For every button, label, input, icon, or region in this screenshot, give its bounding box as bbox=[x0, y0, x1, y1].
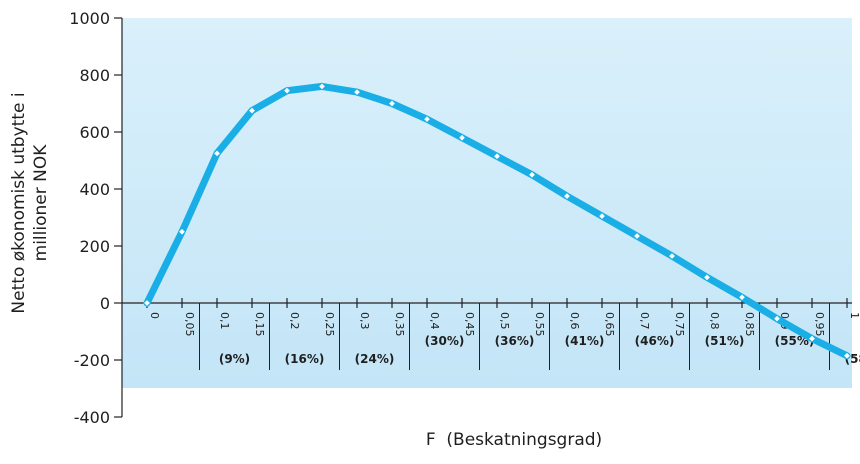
data-point bbox=[248, 106, 256, 115]
plot-area bbox=[122, 18, 852, 388]
markers bbox=[143, 82, 851, 360]
x-axis bbox=[122, 298, 852, 308]
data-point bbox=[178, 227, 186, 236]
y-axis-title: Netto økonomisk utbytte i millioner NOK bbox=[9, 92, 51, 313]
x-tick-label: 0,8 bbox=[708, 312, 721, 330]
y-tick-label: -200 bbox=[74, 351, 110, 370]
x-tick-label: 0,75 bbox=[673, 312, 686, 337]
x-tick-label: 0,45 bbox=[463, 312, 476, 337]
y-tick-label: -400 bbox=[74, 408, 110, 427]
data-point bbox=[668, 252, 676, 260]
x-tick-label: 0,25 bbox=[323, 312, 336, 337]
percent-label: (51%) bbox=[705, 334, 745, 348]
data-point bbox=[493, 152, 501, 161]
percent-label: (24%) bbox=[355, 352, 395, 366]
data-point bbox=[563, 192, 571, 201]
data-point bbox=[528, 170, 536, 179]
x-tick-label: 0,7 bbox=[638, 312, 651, 330]
x-tick-label: 0,2 bbox=[288, 312, 301, 330]
x-tick-label: 0,95 bbox=[813, 312, 826, 337]
data-point bbox=[143, 299, 151, 307]
x-tick-label: 0 bbox=[148, 312, 161, 319]
x-tick-label: 0,05 bbox=[183, 312, 196, 337]
data-point bbox=[773, 314, 781, 323]
data-point bbox=[458, 133, 466, 142]
data-point bbox=[843, 351, 851, 360]
data-point bbox=[353, 88, 361, 97]
data-point bbox=[598, 212, 606, 221]
x-tick-label: 0,6 bbox=[568, 312, 581, 330]
data-point bbox=[283, 86, 291, 95]
x-tick-label: 0,15 bbox=[253, 312, 266, 337]
percent-label: (46%) bbox=[635, 334, 675, 348]
y-tick-label: 600 bbox=[79, 123, 110, 142]
percent-label: (30%) bbox=[425, 334, 465, 348]
y-axis-title-line-2: millioner NOK bbox=[31, 144, 51, 262]
percent-label: (16%) bbox=[285, 352, 325, 366]
data-point bbox=[808, 334, 816, 343]
x-tick-label: 0,4 bbox=[428, 312, 441, 330]
x-tick-label: 0,1 bbox=[218, 312, 231, 330]
x-dividers bbox=[199, 303, 830, 370]
data-point bbox=[388, 99, 396, 108]
y-tick-label: 800 bbox=[79, 66, 110, 85]
data-point bbox=[213, 149, 221, 158]
percent-label: (41%) bbox=[565, 334, 605, 348]
data-point bbox=[633, 232, 641, 240]
category-labels: 0 0,05 0,1 0,15 0,2 0,25 0,3 0,35 0,4 0,45 0,5 0,55… bbox=[148, 312, 860, 337]
percent-label: (36%) bbox=[495, 334, 535, 348]
x-tick-label: 0,5 bbox=[498, 312, 511, 330]
x-axis-title: F (Beskatningsgrad) bbox=[426, 430, 602, 450]
y-tick-label: 0 bbox=[100, 294, 110, 313]
data-point bbox=[423, 115, 431, 124]
data-point bbox=[703, 273, 711, 282]
y-tick-label: 200 bbox=[79, 237, 110, 256]
x-tick-label: 0,35 bbox=[393, 312, 406, 337]
data-point bbox=[318, 82, 326, 91]
y-tick-label: 400 bbox=[79, 180, 110, 199]
data-point bbox=[738, 293, 746, 302]
y-tick-label: 1000 bbox=[69, 9, 110, 28]
y-axis-title-line-1: Netto økonomisk utbytte i bbox=[9, 92, 29, 313]
x-tick-label: 0,3 bbox=[358, 312, 371, 330]
x-tick-label: 1 bbox=[848, 312, 860, 319]
x-tick-label: 0,85 bbox=[743, 312, 756, 337]
y-axis: 1000 800 600 400 200 0 -200 -400 bbox=[69, 9, 123, 427]
x-tick-label: 0,55 bbox=[533, 312, 546, 337]
x-tick-label: 0,65 bbox=[603, 312, 616, 337]
percent-label: (9%) bbox=[219, 352, 250, 366]
